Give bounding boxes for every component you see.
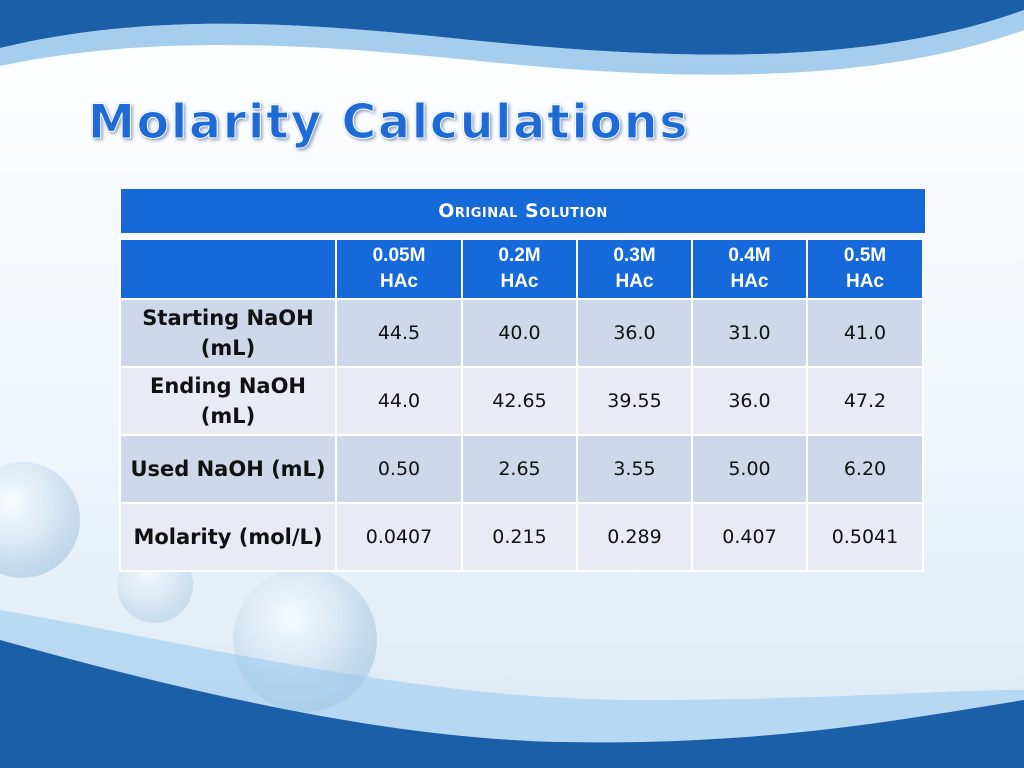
column-header: 0.4M HAc	[691, 238, 808, 300]
table-cell: 42.65	[461, 366, 578, 436]
table-cell: 0.5041	[806, 502, 924, 572]
top-wave-light	[0, 10, 1024, 75]
column-header-line2: HAc	[500, 271, 539, 292]
column-header-line2: HAc	[615, 271, 654, 292]
table-cell: 3.55	[576, 434, 693, 504]
column-header: 0.3M HAc	[576, 238, 693, 300]
molarity-table: 0.05M HAc 0.2M HAc 0.3M HAc 0.4M HAc 0.5M HAc…	[119, 238, 924, 572]
column-header-line2: HAc	[730, 271, 769, 292]
row-label: Molarity (mol/L)	[119, 502, 337, 572]
page-title: Molarity Calculations	[87, 95, 690, 151]
table-cell: 40.0	[461, 298, 578, 368]
row-label: Used NaOH (mL)	[119, 434, 337, 504]
column-header-line2: HAc	[379, 271, 418, 292]
column-header-line1: 0.2M	[498, 245, 541, 266]
table-cell: 36.0	[691, 366, 808, 436]
table-cell: 0.289	[576, 502, 693, 572]
table-cell: 39.55	[576, 366, 693, 436]
column-header-line1: 0.5M	[843, 245, 887, 266]
table-row: Ending NaOH (mL) 44.0 42.65 39.55 36.0 4…	[119, 366, 924, 436]
table-row: Used NaOH (mL) 0.50 2.65 3.55 5.00 6.20	[119, 434, 924, 504]
row-label: Ending NaOH (mL)	[119, 366, 337, 436]
column-header: 0.05M HAc	[335, 238, 463, 300]
column-header-line2: HAc	[845, 271, 884, 292]
table-row: Molarity (mol/L) 0.0407 0.215 0.289 0.40…	[119, 502, 924, 572]
column-header-line1: 0.05M	[372, 245, 426, 266]
column-header-line1: 0.3M	[613, 245, 656, 266]
table-header-row: 0.05M HAc 0.2M HAc 0.3M HAc 0.4M HAc 0.5M HAc	[119, 238, 924, 300]
table-cell: 47.2	[806, 366, 924, 436]
table-cell: 0.50	[335, 434, 463, 504]
table-cell: 0.407	[691, 502, 808, 572]
table-cell: 5.00	[691, 434, 808, 504]
column-header: 0.2M HAc	[461, 238, 578, 300]
column-header: 0.5M HAc	[806, 238, 924, 300]
table-cell: 36.0	[576, 298, 693, 368]
table-cell: 44.0	[335, 366, 463, 436]
table-cell: 6.20	[806, 434, 924, 504]
table-cell: 31.0	[691, 298, 808, 368]
table-cell: 2.65	[461, 434, 578, 504]
column-header-blank	[119, 238, 337, 300]
table-cell: 41.0	[806, 298, 924, 368]
table-cell: 44.5	[335, 298, 463, 368]
column-header-line1: 0.4M	[728, 245, 771, 266]
row-label: Starting NaOH (mL)	[119, 298, 337, 368]
table-row: Starting NaOH (mL) 44.5 40.0 36.0 31.0 4…	[119, 298, 924, 368]
bubble-medium	[0, 462, 80, 578]
table-cell: 0.0407	[335, 502, 463, 572]
bottom-wave-dark	[0, 640, 1024, 768]
table-group-header: Original Solution	[120, 188, 926, 234]
table-cell: 0.215	[461, 502, 578, 572]
top-wave-dark	[0, 0, 1024, 55]
